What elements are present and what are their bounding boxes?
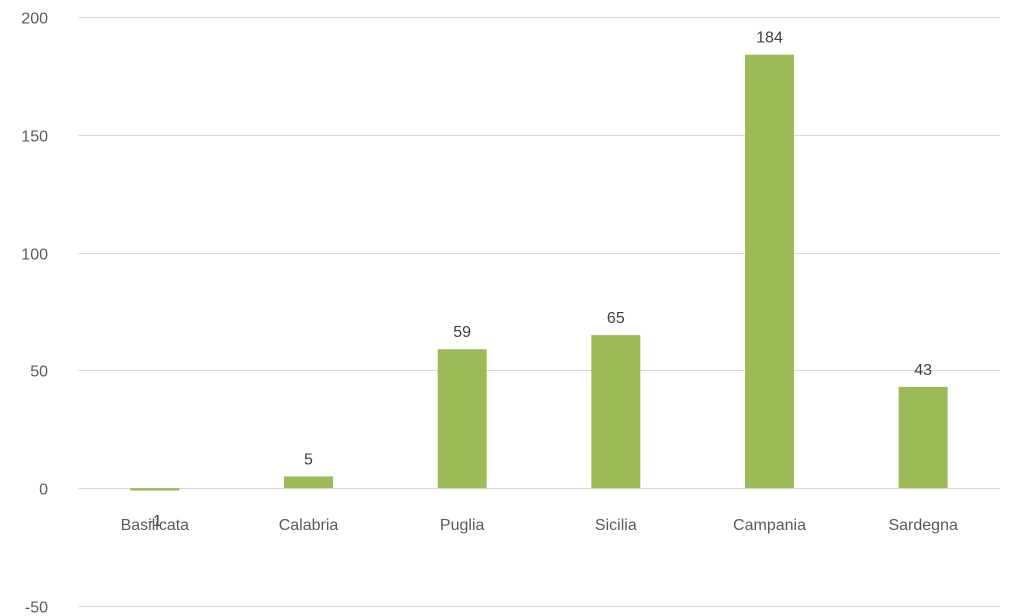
y-tick-label: 0 <box>39 482 48 499</box>
bar-sardegna <box>898 386 948 489</box>
data-label-calabria: 5 <box>304 451 313 468</box>
y-tick-label: 200 <box>21 11 48 28</box>
category-label-campania: Campania <box>733 517 806 534</box>
bar-puglia <box>437 349 487 489</box>
bar-sicilia <box>591 335 641 489</box>
category-label-sardegna: Sardegna <box>888 517 957 534</box>
category-label-puglia: Puglia <box>440 517 485 534</box>
data-label-puglia: 59 <box>453 324 471 341</box>
gridlines <box>78 17 1000 607</box>
category-label-calabria: Calabria <box>279 517 339 534</box>
y-tick-label: -50 <box>25 600 48 616</box>
y-tick-label: 150 <box>21 129 48 146</box>
data-label-sicilia: 65 <box>607 310 625 327</box>
bar-calabria <box>284 476 333 489</box>
bars <box>130 54 948 491</box>
y-tick-label: 100 <box>21 247 48 264</box>
category-label-sicilia: Sicilia <box>595 517 637 534</box>
bar-campania <box>745 54 794 489</box>
data-label-basilicata: -1 <box>148 513 162 530</box>
category-labels: Basilicata Calabria Puglia Sicilia Campania S… <box>121 517 958 534</box>
data-label-campania: 184 <box>756 30 783 47</box>
data-label-sardegna: 43 <box>914 362 932 379</box>
data-labels: -1 5 59 65 184 43 <box>148 30 932 531</box>
bar-basilicata <box>130 488 180 491</box>
y-tick-label: 50 <box>30 364 48 381</box>
category-label-basilicata: Basilicata <box>121 517 190 534</box>
y-axis-tick-labels: -50 0 50 100 150 200 <box>21 11 48 616</box>
